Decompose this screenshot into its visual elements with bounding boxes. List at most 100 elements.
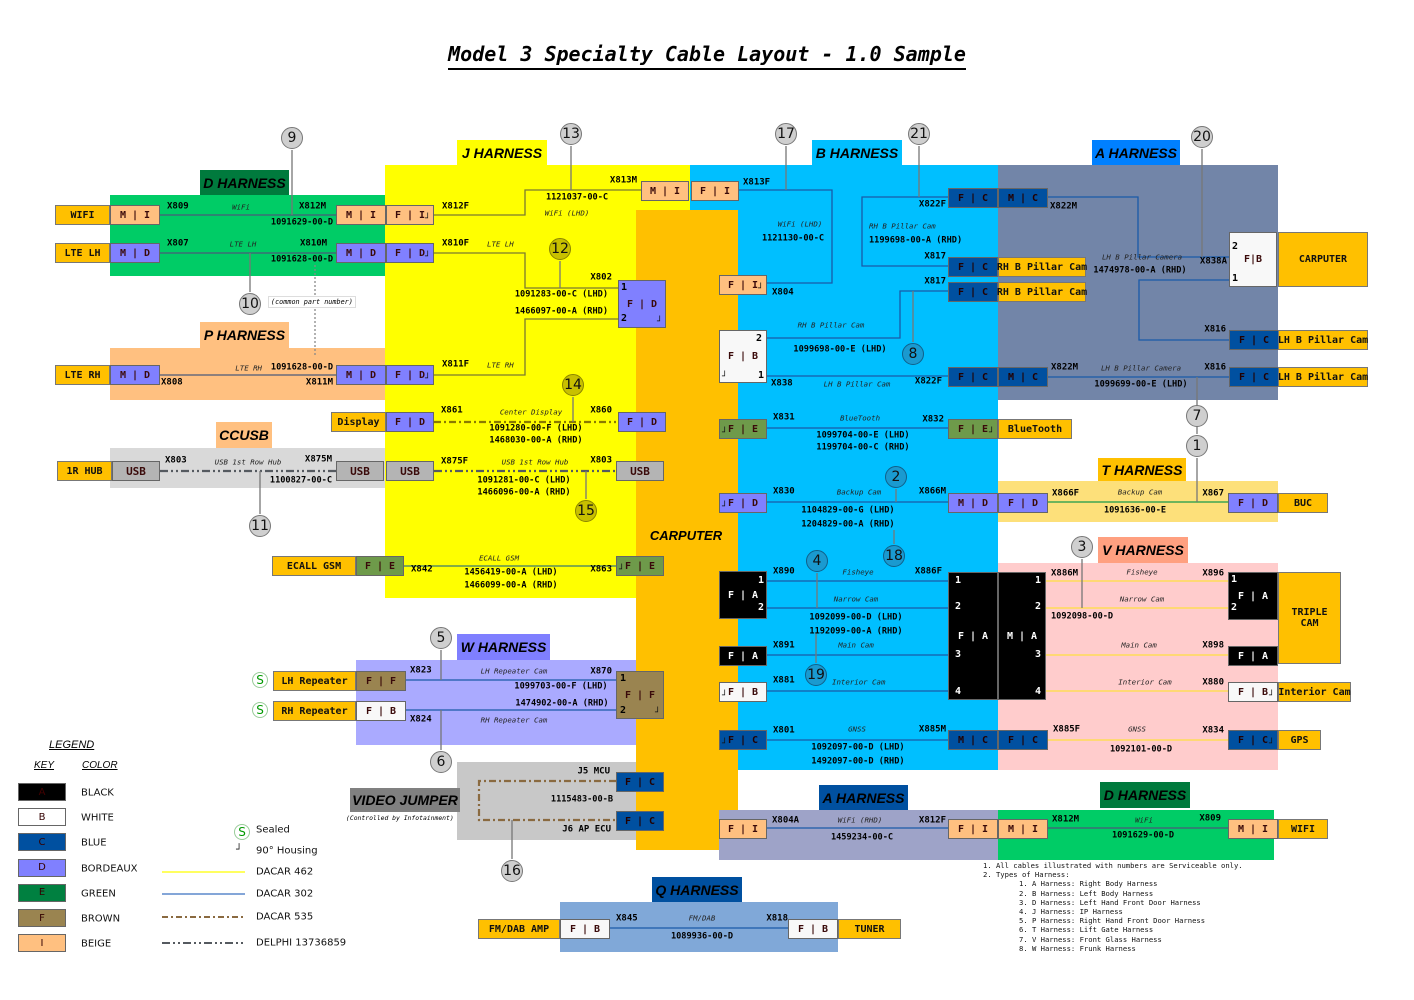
connector[interactable]: F | D (386, 365, 434, 385)
connector[interactable]: F | B (560, 919, 610, 939)
connector[interactable]: F | D (618, 412, 666, 432)
connector[interactable]: M | D (948, 493, 998, 513)
connector[interactable]: USB (112, 461, 160, 481)
connector[interactable]: USB (336, 461, 384, 481)
connector-id: X813F (743, 177, 771, 188)
connector[interactable]: F | C (719, 730, 767, 750)
device[interactable]: LTE LH (55, 243, 110, 263)
connector[interactable]: F | A (719, 571, 767, 619)
connector[interactable]: F | I (386, 205, 434, 225)
device[interactable]: LH B Pillar Cam (1278, 367, 1368, 387)
connector[interactable]: F | A (1228, 646, 1278, 666)
connector[interactable]: F | B (1228, 682, 1278, 702)
connector[interactable]: M | D (110, 243, 160, 263)
device[interactable]: FM/DAB AMP (478, 919, 560, 939)
wire (1048, 196, 1229, 258)
connector[interactable]: F | B (356, 701, 406, 721)
connector[interactable]: M | I (1228, 819, 1278, 839)
legend-line-samples (162, 871, 245, 944)
connector[interactable]: M | D (336, 365, 386, 385)
connector-id: X804A (772, 815, 800, 826)
part-number: 1091283-00-C (LHD) (514, 289, 608, 300)
connector[interactable]: F | I (719, 275, 767, 295)
connector-id: X801 (773, 725, 795, 736)
connector[interactable]: F | C (1228, 730, 1278, 750)
connector-id: X824 (410, 714, 432, 725)
connector[interactable]: USB (616, 461, 664, 481)
connector[interactable]: USB (386, 461, 434, 481)
connector[interactable]: F | F (356, 671, 406, 691)
device[interactable]: RH B Pillar Cam (997, 257, 1087, 277)
connector-id: X817 (924, 276, 946, 287)
device[interactable]: TUNER (838, 919, 901, 939)
device[interactable]: RH Repeater (273, 701, 356, 721)
wire (1138, 279, 1229, 341)
connector[interactable]: F | C (948, 188, 998, 208)
connector[interactable]: M | C (948, 730, 998, 750)
connector[interactable]: M | I (110, 205, 160, 225)
callout-10: 10 (239, 293, 261, 315)
connector[interactable]: M | C (998, 367, 1048, 387)
connector[interactable]: F | C (1229, 367, 1279, 387)
device[interactable]: BlueTooth (998, 419, 1072, 439)
device[interactable]: CARPUTER (1278, 232, 1368, 287)
device[interactable]: LH B Pillar Cam (1278, 330, 1368, 350)
connector-id: X898 (1202, 640, 1224, 651)
connector[interactable]: F | E (616, 556, 664, 576)
connector[interactable]: M | A (998, 572, 1046, 700)
connector[interactable]: F | D (386, 412, 434, 432)
device[interactable]: WIFI (55, 205, 110, 225)
connector[interactable]: F | B (788, 919, 838, 939)
device[interactable]: BUC (1278, 493, 1328, 513)
housing-90-icon: ┘ (1269, 739, 1275, 749)
connector[interactable]: F | C (1229, 330, 1279, 350)
connector[interactable]: M | D (336, 243, 386, 263)
connector[interactable]: F | C (616, 811, 664, 831)
housing-90-icon: ┘ (722, 372, 728, 382)
region-video (457, 762, 636, 840)
device[interactable]: ECALL GSM (272, 556, 356, 576)
connector[interactable]: F | C (616, 772, 664, 792)
connector[interactable]: M | D (110, 365, 160, 385)
cable-name: RH B Pillar Cam (797, 320, 865, 330)
device[interactable]: Display (331, 412, 386, 432)
connector[interactable]: F | E (948, 419, 998, 439)
device[interactable]: WIFI (1278, 819, 1328, 839)
device[interactable]: LH Repeater (273, 671, 356, 691)
connector[interactable]: F|B (1229, 232, 1277, 287)
callout-11: 11 (249, 515, 271, 537)
connector[interactable]: F | C (948, 367, 998, 387)
device[interactable]: 1R HUB (57, 461, 112, 481)
connector[interactable]: F | I (691, 181, 739, 201)
connector[interactable]: F | D (719, 493, 767, 513)
connector[interactable]: M | C (998, 188, 1048, 208)
connector[interactable]: F | C (948, 282, 998, 302)
connector[interactable]: F | C (948, 257, 998, 277)
connector[interactable]: F | A (1228, 572, 1278, 620)
connector[interactable]: F | D (618, 280, 666, 328)
connector[interactable]: F | A (948, 572, 998, 700)
device[interactable]: LTE RH (55, 365, 110, 385)
connector[interactable]: F | F (616, 671, 664, 719)
connector[interactable]: F | I (948, 819, 998, 839)
connector[interactable]: F | C (998, 730, 1048, 750)
connector[interactable]: F | A (719, 646, 767, 666)
device[interactable]: Interior Cam (1278, 682, 1351, 702)
connector[interactable]: M | I (336, 205, 386, 225)
connector[interactable]: F | D (1228, 493, 1278, 513)
connector[interactable]: M | I (641, 181, 689, 201)
device[interactable]: RH B Pillar Cam (997, 282, 1087, 302)
connector[interactable]: F | B (719, 330, 767, 383)
connector[interactable]: F | D (386, 243, 434, 263)
cable-name: GNSS (848, 724, 866, 734)
connector[interactable]: F | D (998, 493, 1048, 513)
callout-21: 21 (908, 123, 930, 145)
connector[interactable]: M | I (998, 819, 1048, 839)
device[interactable]: GPS (1278, 730, 1321, 750)
connector-id: X822F (918, 199, 946, 210)
connector[interactable]: F | E (719, 419, 767, 439)
device[interactable]: TRIPLE CAM (1278, 572, 1341, 664)
connector[interactable]: F | E (356, 556, 404, 576)
connector[interactable]: F | I (719, 819, 767, 839)
connector[interactable]: F | B (719, 682, 767, 702)
